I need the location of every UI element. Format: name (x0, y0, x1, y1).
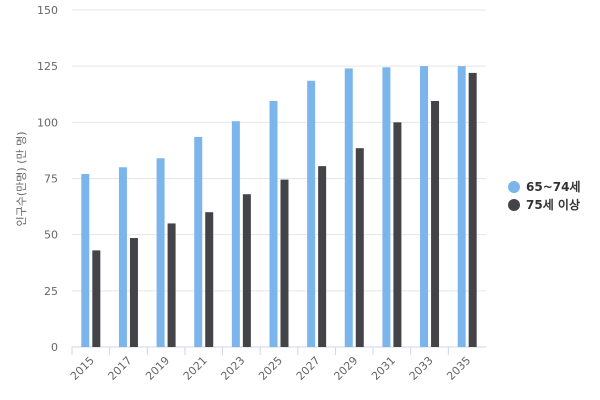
bar (393, 122, 402, 347)
bar (355, 148, 364, 347)
legend-text: 75세 이상 (526, 197, 580, 212)
bar (92, 250, 101, 347)
bar (118, 167, 127, 347)
x-tick-label: 2015 (68, 354, 97, 383)
legend-marker (508, 199, 520, 211)
bar (269, 100, 278, 348)
bar (344, 68, 353, 347)
bar (457, 66, 466, 348)
y-tick-label: 50 (44, 229, 58, 242)
legend-text: 65~74세 (526, 179, 581, 194)
legend-marker (508, 181, 520, 193)
bar (156, 158, 165, 347)
x-tick-label: 2021 (181, 354, 210, 383)
y-axis-label: 인구수(만명) (만 명) (15, 132, 28, 227)
y-tick-label: 125 (37, 60, 58, 73)
bar (280, 179, 289, 347)
bar (307, 80, 316, 348)
x-tick-label: 2033 (407, 354, 436, 383)
y-tick-label: 100 (37, 116, 58, 129)
x-tick-label: 2035 (444, 354, 473, 383)
bar (420, 66, 429, 348)
bar (194, 136, 203, 347)
y-tick-label: 75 (44, 173, 58, 186)
bar (129, 238, 138, 347)
bar (205, 212, 214, 347)
bar (468, 72, 477, 347)
bar (81, 174, 90, 347)
bar (318, 166, 327, 347)
x-tick-label: 2017 (106, 354, 135, 383)
y-tick-label: 25 (44, 285, 58, 298)
x-tick-label: 2027 (294, 354, 323, 383)
x-tick-label: 2029 (331, 354, 360, 383)
bar (431, 100, 440, 348)
x-tick-label: 2031 (369, 354, 398, 383)
bar (167, 223, 176, 347)
x-tick-label: 2023 (218, 354, 247, 383)
y-tick-label: 0 (51, 341, 58, 354)
bar (231, 121, 240, 348)
y-tick-label: 150 (37, 4, 58, 17)
x-tick-label: 2019 (143, 354, 172, 383)
bar (382, 67, 391, 347)
bar (242, 194, 251, 347)
x-tick-label: 2025 (256, 354, 285, 383)
